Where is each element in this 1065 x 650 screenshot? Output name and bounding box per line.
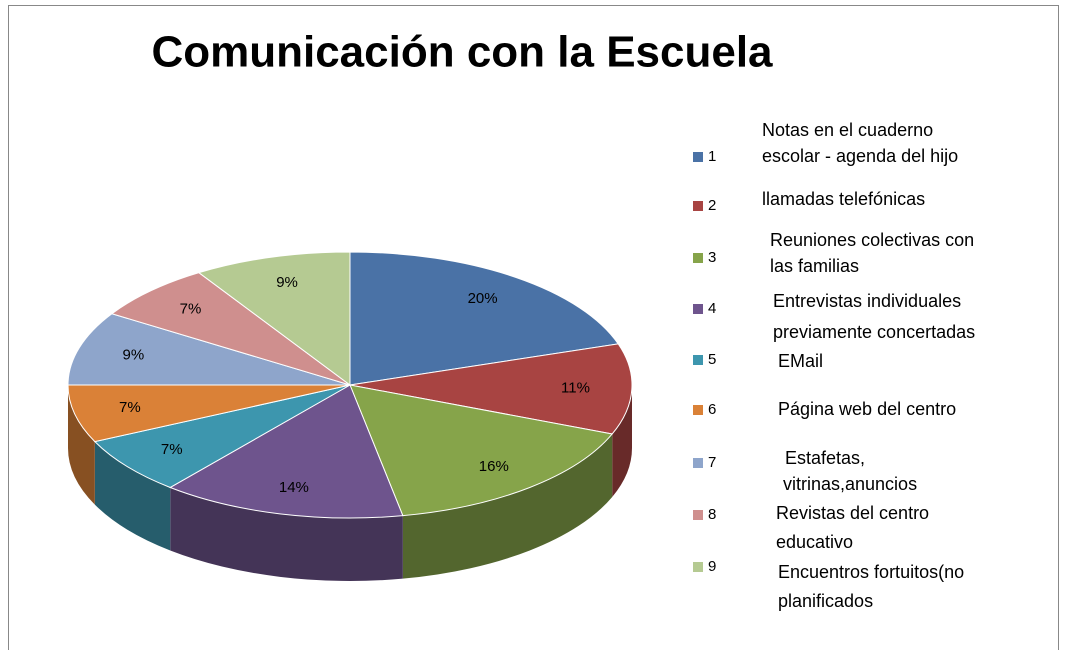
data-label: 11% <box>561 379 590 396</box>
pie-slice <box>67 384 351 443</box>
legend-label: 2 <box>708 197 716 214</box>
legend-note: planificados <box>778 591 873 611</box>
legend-note: Entrevistas individuales <box>773 291 961 311</box>
legend-note: previamente concertadas <box>773 322 975 342</box>
data-label: 14% <box>279 479 309 496</box>
chart-title: Comunicación con la Escuela <box>151 28 773 77</box>
pie-slice <box>349 251 620 386</box>
pie-slice <box>67 313 351 386</box>
legend-note: las familias <box>770 256 859 276</box>
data-label: 9% <box>123 346 145 363</box>
pie-side <box>612 385 632 497</box>
data-label: 7% <box>161 441 183 458</box>
pie-slice <box>349 384 614 517</box>
legend-note: Reuniones colectivas con <box>770 230 974 250</box>
pie-slice <box>349 343 633 435</box>
pie-side <box>94 441 171 551</box>
legend-note: Revistas del centro <box>776 503 929 523</box>
legend-swatch <box>693 562 703 572</box>
legend-label: 4 <box>708 300 716 317</box>
legend-swatch <box>693 152 703 162</box>
legend-note: Notas en el cuaderno <box>762 120 933 140</box>
legend-label: 1 <box>708 148 716 165</box>
legend-note: vitrinas,anuncios <box>783 474 917 494</box>
legend-swatch <box>693 405 703 415</box>
data-label: 7% <box>180 301 202 318</box>
legend-label: 9 <box>708 558 716 575</box>
data-label: 20% <box>468 290 498 307</box>
legend-note: EMail <box>778 351 823 371</box>
legend-label: 3 <box>708 249 716 266</box>
pie-slice <box>169 384 404 519</box>
legend-label: 8 <box>708 506 716 523</box>
legend-note: llamadas telefónicas <box>762 189 925 209</box>
legend-note: educativo <box>776 532 853 552</box>
pie-side <box>402 433 613 579</box>
legend-note: Estafetas, <box>785 448 865 468</box>
data-label: 9% <box>276 274 298 291</box>
pie-slice <box>110 272 351 386</box>
legend-swatch <box>693 253 703 263</box>
legend-swatch <box>693 304 703 314</box>
legend-swatch <box>693 458 703 468</box>
legend-label: 6 <box>708 401 716 418</box>
legend-note: Página web del centro <box>778 399 956 419</box>
data-label: 7% <box>119 399 141 416</box>
legend-swatch <box>693 355 703 365</box>
legend-note: escolar - agenda del hijo <box>762 146 958 166</box>
legend-label: 7 <box>708 454 716 471</box>
legend-swatch <box>693 510 703 520</box>
pie-side <box>170 487 403 581</box>
legend-note: Encuentros fortuitos(no <box>778 562 964 582</box>
legend-label: 5 <box>708 351 716 368</box>
pie-slice <box>197 251 351 386</box>
pie-slice <box>93 384 351 489</box>
legend-swatch <box>693 201 703 211</box>
data-label: 16% <box>479 458 509 475</box>
